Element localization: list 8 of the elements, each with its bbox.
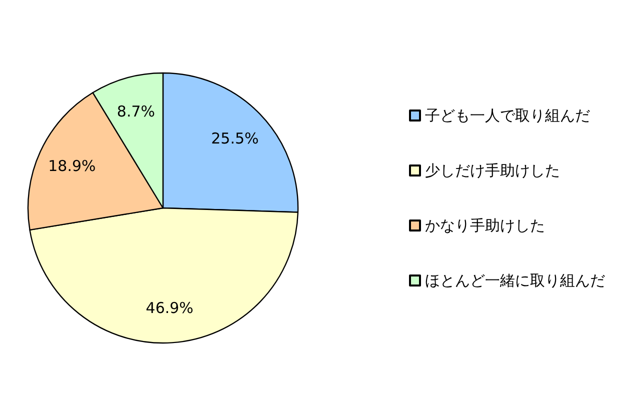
- legend-label: ほとんど一緒に取り組んだ: [425, 272, 605, 290]
- data-label: 25.5%: [211, 129, 259, 148]
- data-label: 18.9%: [48, 157, 96, 176]
- data-label: 46.9%: [146, 298, 194, 317]
- legend-label: かなり手助けした: [425, 216, 545, 234]
- legend-label: 少しだけ手助けした: [425, 162, 560, 180]
- data-label: 8.7%: [116, 102, 156, 121]
- legend-label: 子ども一人で取り組んだ: [425, 106, 590, 124]
